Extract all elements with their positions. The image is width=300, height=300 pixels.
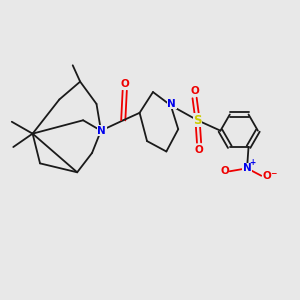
Text: O: O bbox=[120, 79, 129, 89]
Text: +: + bbox=[249, 158, 256, 167]
Text: O: O bbox=[190, 85, 199, 96]
Text: O: O bbox=[220, 166, 229, 176]
Text: O: O bbox=[195, 145, 203, 155]
Text: O: O bbox=[262, 171, 271, 181]
Text: S: S bbox=[193, 114, 202, 127]
Text: N: N bbox=[98, 126, 106, 136]
Text: N: N bbox=[167, 99, 176, 109]
Text: N: N bbox=[243, 163, 251, 173]
Text: −: − bbox=[271, 169, 277, 178]
